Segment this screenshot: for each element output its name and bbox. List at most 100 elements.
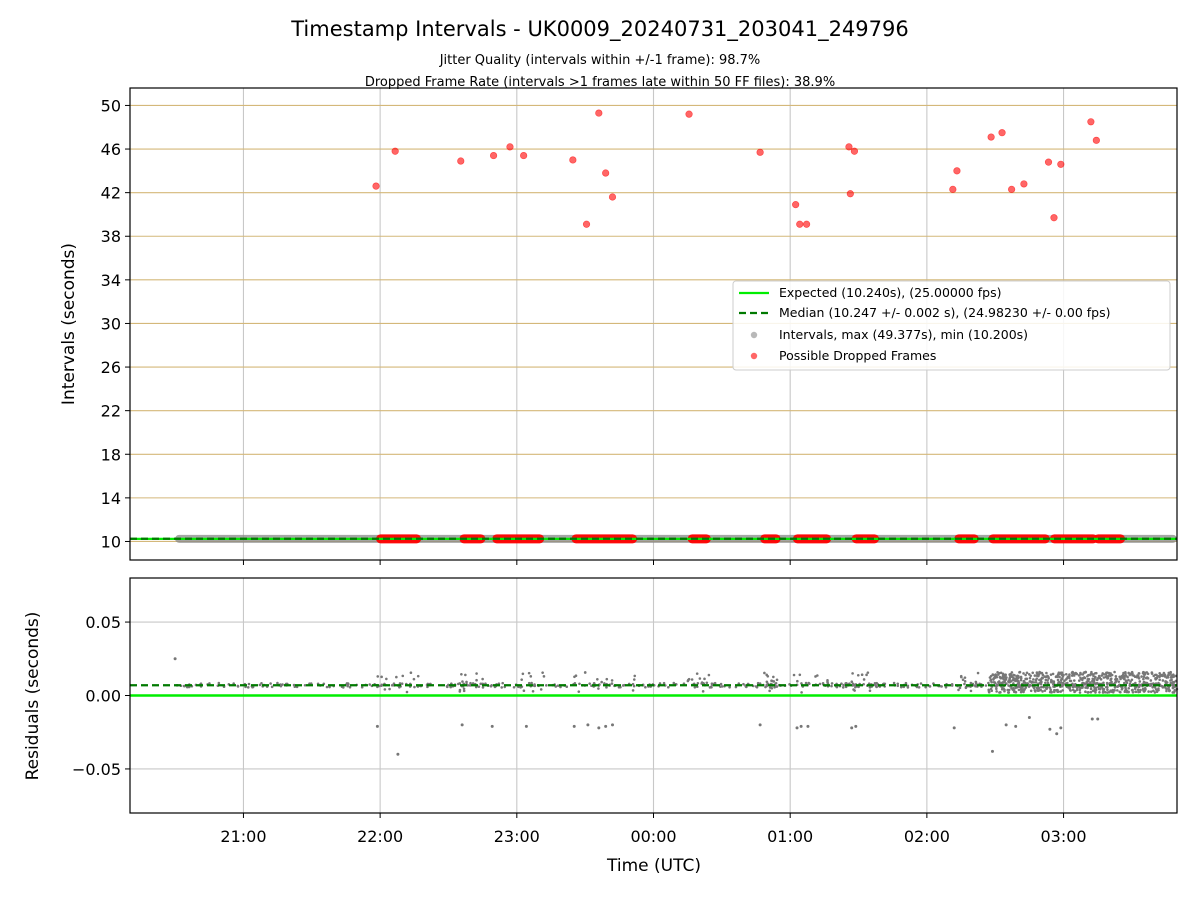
intervals-y-tick-label: 14 bbox=[101, 489, 121, 508]
residual-point bbox=[1001, 674, 1005, 678]
residual-point bbox=[821, 682, 825, 685]
legend-box bbox=[732, 280, 1171, 371]
residual-point bbox=[775, 678, 779, 682]
residual-point bbox=[1169, 670, 1172, 674]
residual-point bbox=[800, 682, 803, 685]
residual-point bbox=[583, 671, 587, 674]
residual-point bbox=[1127, 678, 1130, 682]
residual-point bbox=[1059, 671, 1063, 675]
dropped-frame-point bbox=[796, 220, 804, 228]
residual-point bbox=[701, 682, 704, 685]
residual-point bbox=[963, 682, 966, 686]
residual-point bbox=[957, 688, 960, 692]
residual-point bbox=[1027, 672, 1031, 676]
residual-point bbox=[398, 686, 401, 689]
residual-point bbox=[996, 670, 999, 674]
residual-point bbox=[360, 685, 364, 689]
residual-point bbox=[987, 689, 991, 693]
residual-point bbox=[1172, 685, 1175, 688]
residual-point bbox=[1161, 679, 1165, 682]
residual-outlier-point bbox=[1014, 724, 1018, 728]
residual-point bbox=[1017, 674, 1020, 678]
residual-point bbox=[1043, 689, 1047, 692]
x-tick-label: 01:00 bbox=[767, 827, 813, 846]
residual-point bbox=[1131, 691, 1135, 694]
residual-point bbox=[1000, 676, 1003, 680]
residual-point bbox=[709, 685, 713, 689]
residual-point bbox=[460, 673, 463, 676]
residual-point bbox=[672, 681, 676, 685]
intervals-y-ticks: 10 14 18 22 26 30 34 38 42 46 50 bbox=[101, 96, 130, 551]
residual-point bbox=[915, 685, 919, 689]
residuals-series bbox=[130, 657, 1179, 756]
residual-point bbox=[1104, 673, 1108, 676]
residual-point bbox=[1018, 683, 1021, 687]
x-tick-label: 02:00 bbox=[904, 827, 950, 846]
residual-point bbox=[388, 687, 391, 691]
residual-point bbox=[1038, 689, 1041, 692]
residual-point bbox=[850, 680, 854, 684]
residual-point bbox=[1009, 672, 1012, 676]
residual-point bbox=[1056, 690, 1059, 694]
residual-point bbox=[1012, 673, 1015, 677]
residual-point bbox=[1166, 676, 1170, 679]
chart-subtitle-jitter: Jitter Quality (intervals within +/-1 fr… bbox=[439, 53, 761, 68]
residual-point bbox=[765, 683, 769, 687]
residual-point bbox=[963, 676, 967, 679]
legend-intervals-swatch bbox=[750, 331, 758, 339]
residual-point bbox=[1102, 681, 1105, 685]
residual-point bbox=[896, 684, 900, 688]
residual-point bbox=[412, 677, 416, 681]
residual-point bbox=[1142, 682, 1145, 685]
residual-point bbox=[1094, 671, 1098, 675]
residual-point bbox=[1049, 678, 1053, 682]
residual-point bbox=[1052, 682, 1056, 685]
residual-point bbox=[1164, 680, 1168, 684]
residual-point bbox=[1169, 681, 1172, 685]
residual-point bbox=[775, 685, 779, 688]
residual-point bbox=[892, 681, 896, 685]
residual-point bbox=[766, 674, 770, 678]
dropped-frame-point bbox=[802, 220, 811, 228]
residual-point bbox=[1071, 688, 1075, 692]
residual-outlier-point bbox=[990, 749, 994, 753]
residual-point bbox=[1087, 690, 1090, 694]
residual-outlier-point bbox=[597, 726, 601, 730]
dropped-frame-point bbox=[391, 147, 399, 155]
residual-point bbox=[1071, 685, 1075, 689]
residual-point bbox=[1014, 686, 1017, 690]
residual-point bbox=[236, 685, 240, 688]
legend-intervals-label: Intervals, max (49.377s), min (10.200s) bbox=[779, 327, 1028, 342]
residual-point bbox=[1109, 677, 1113, 681]
residual-point bbox=[1059, 681, 1063, 684]
residual-point bbox=[1123, 690, 1127, 694]
residual-point bbox=[1024, 673, 1027, 677]
residual-point bbox=[1165, 689, 1168, 693]
residual-point bbox=[1039, 682, 1043, 686]
residual-point bbox=[1110, 690, 1113, 693]
residual-point bbox=[830, 682, 834, 685]
residual-point bbox=[380, 675, 383, 679]
residual-point bbox=[1049, 673, 1053, 676]
residual-point bbox=[1155, 673, 1158, 677]
intervals-y-tick-label: 34 bbox=[101, 271, 121, 290]
residual-point bbox=[1146, 677, 1150, 680]
residual-point bbox=[1101, 691, 1105, 694]
residual-point bbox=[995, 687, 998, 691]
residual-point bbox=[798, 673, 802, 677]
residual-point bbox=[658, 682, 662, 685]
residual-point bbox=[1029, 689, 1033, 693]
residual-point bbox=[1056, 678, 1060, 682]
residual-point bbox=[1113, 681, 1117, 684]
residual-point bbox=[462, 687, 466, 691]
residual-point bbox=[1072, 679, 1076, 682]
residual-point bbox=[512, 685, 516, 689]
residual-outlier-point bbox=[572, 724, 576, 728]
residual-point bbox=[465, 680, 468, 684]
residual-point bbox=[1007, 684, 1010, 687]
residual-point bbox=[1039, 685, 1043, 689]
residual-point bbox=[991, 673, 995, 677]
residual-point bbox=[1137, 672, 1141, 675]
dropped-frame-point bbox=[1020, 180, 1028, 188]
